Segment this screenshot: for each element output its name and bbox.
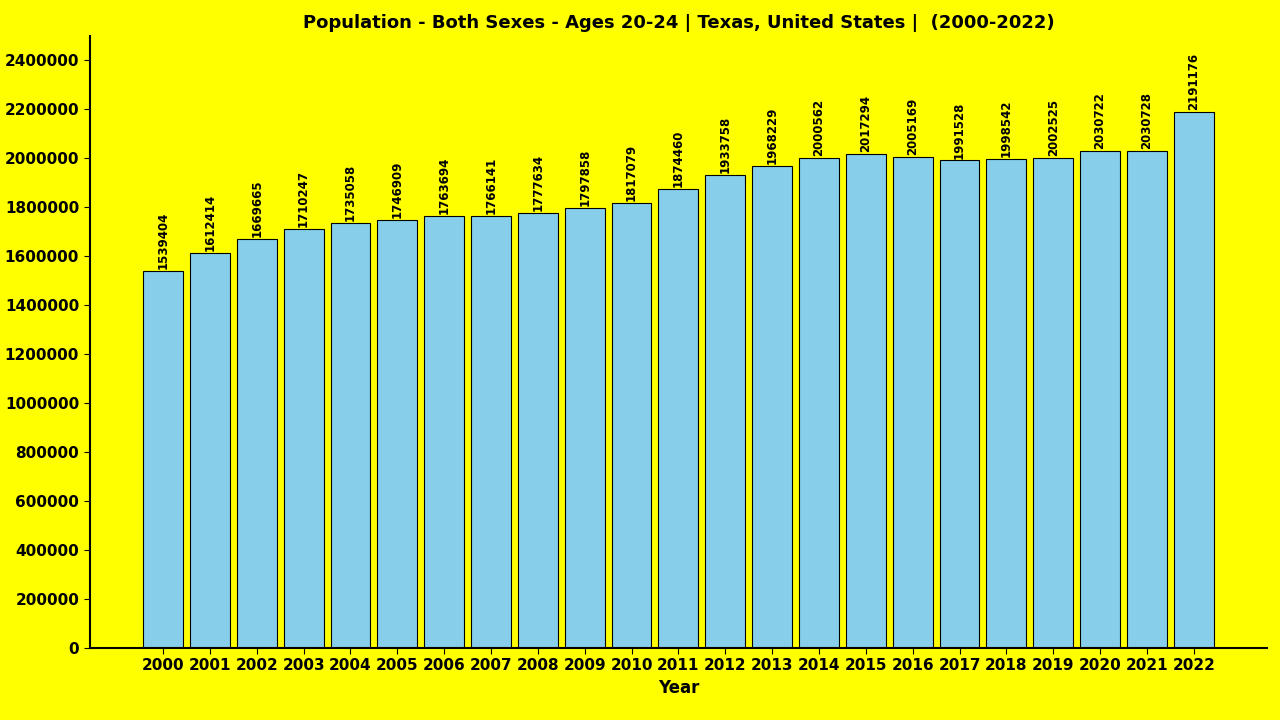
Bar <box>987 158 1027 648</box>
Bar <box>143 271 183 648</box>
X-axis label: Year: Year <box>658 679 699 697</box>
Bar <box>284 230 324 648</box>
Bar <box>564 208 604 648</box>
Bar <box>424 216 465 648</box>
Bar <box>892 157 933 648</box>
Text: 2017294: 2017294 <box>859 95 872 152</box>
Text: 1766141: 1766141 <box>485 156 498 214</box>
Text: 1797858: 1797858 <box>579 148 591 206</box>
Bar <box>237 239 276 648</box>
Title: Population - Both Sexes - Ages 20-24 | Texas, United States |  (2000-2022): Population - Both Sexes - Ages 20-24 | T… <box>302 14 1055 32</box>
Text: 1612414: 1612414 <box>204 194 216 251</box>
Text: 2000562: 2000562 <box>813 99 826 156</box>
Text: 1933758: 1933758 <box>719 115 732 173</box>
Bar <box>612 203 652 648</box>
Text: 1539404: 1539404 <box>156 212 169 269</box>
Text: 1991528: 1991528 <box>954 101 966 158</box>
Text: 1968229: 1968229 <box>765 107 778 164</box>
Bar <box>846 154 886 648</box>
Text: 2191176: 2191176 <box>1188 53 1201 109</box>
Bar <box>1033 158 1073 648</box>
Text: 1746909: 1746909 <box>390 161 403 218</box>
Text: 1817079: 1817079 <box>625 144 637 201</box>
Text: 1998542: 1998542 <box>1000 99 1012 157</box>
Text: 1874460: 1874460 <box>672 130 685 187</box>
Bar <box>1126 151 1167 648</box>
Bar <box>518 213 558 648</box>
Text: 2030728: 2030728 <box>1140 92 1153 149</box>
Bar <box>1080 151 1120 648</box>
Bar <box>378 220 417 648</box>
Bar <box>471 216 511 648</box>
Bar <box>799 158 838 648</box>
Bar <box>1174 112 1213 648</box>
Bar <box>753 166 792 648</box>
Text: 2005169: 2005169 <box>906 98 919 156</box>
Text: 1777634: 1777634 <box>531 154 544 211</box>
Bar <box>658 189 699 648</box>
Text: 1710247: 1710247 <box>297 171 310 228</box>
Bar <box>940 161 979 648</box>
Bar <box>705 175 745 648</box>
Bar <box>189 253 230 648</box>
Text: 1669665: 1669665 <box>251 180 264 238</box>
Text: 2002525: 2002525 <box>1047 99 1060 156</box>
Text: 1735058: 1735058 <box>344 164 357 221</box>
Bar <box>330 223 370 648</box>
Text: 2030722: 2030722 <box>1093 92 1106 149</box>
Text: 1763694: 1763694 <box>438 157 451 215</box>
